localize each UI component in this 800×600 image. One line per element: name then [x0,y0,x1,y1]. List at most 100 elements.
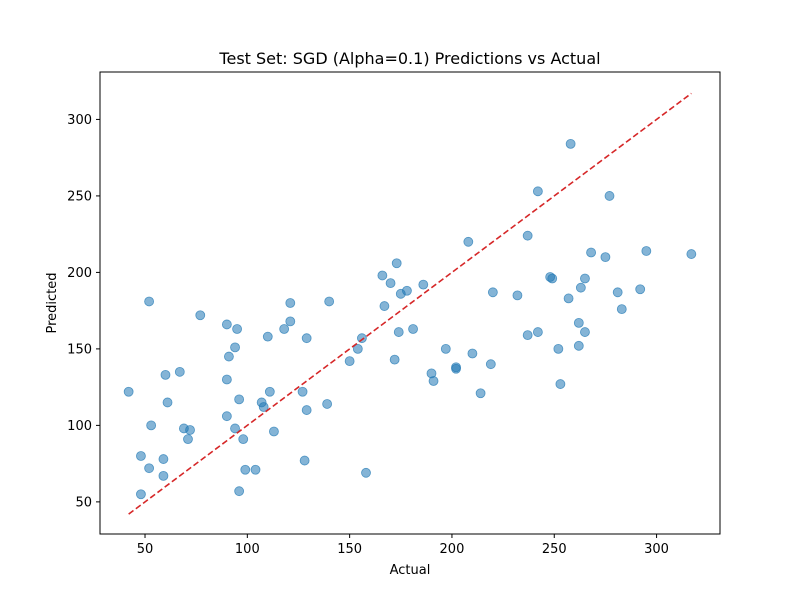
data-point [463,236,474,247]
data-point [195,310,206,321]
data-point [144,463,155,474]
data-point [221,374,232,385]
data-point [547,273,558,284]
data-point [612,287,623,298]
x-tick-label: 150 [337,542,362,557]
x-tick-label: 250 [542,542,567,557]
data-point [301,333,312,344]
y-tick-label: 250 [67,189,92,204]
data-point [183,434,193,445]
data-point [485,359,496,370]
y-tick-label: 50 [75,495,92,510]
data-point [258,402,269,412]
data-point [467,348,478,359]
data-point [136,489,146,500]
data-point [580,273,590,284]
data-point [158,454,169,464]
data-point [279,324,290,334]
data-point [475,388,486,399]
data-point [285,316,296,327]
data-point [162,397,173,408]
data-point [269,426,279,437]
data-point [553,343,564,354]
data-point [565,139,576,149]
data-point [174,366,185,377]
data-point [616,304,627,315]
y-axis-title: Predicted [45,272,60,333]
data-point [393,327,404,337]
data-point [391,258,402,269]
data-point [297,386,308,397]
data-point [352,343,363,354]
data-point [250,464,261,475]
points-layer [123,139,697,500]
data-point [635,284,646,295]
data-point [264,386,275,397]
data-point [146,420,157,431]
data-point [230,423,240,434]
data-point [232,324,242,334]
data-point [573,340,584,351]
data-point [389,354,400,365]
data-point [385,278,396,289]
y-axis: 50 100 150 200 250 300 [67,113,100,510]
data-point [230,342,240,353]
x-axis: 50 100 150 200 250 300 [137,534,669,557]
data-point [418,279,429,290]
data-point [344,356,355,367]
y-tick-label: 300 [67,113,92,128]
data-point [221,411,232,422]
y-tick-label: 200 [67,266,92,281]
data-point [144,296,155,307]
data-point [160,370,171,380]
data-point [224,351,234,362]
data-point [575,282,586,293]
data-point [580,327,590,337]
data-point [440,343,451,354]
data-point [487,287,498,298]
y-tick-label: 150 [67,342,92,357]
data-point [123,386,134,397]
data-point [522,230,533,241]
data-point [428,376,439,386]
data-point [285,298,296,308]
data-point [357,333,367,344]
data-point [301,405,312,415]
data-point [324,296,335,307]
data-point [402,285,412,296]
reference-line-layer [128,92,692,515]
data-point [555,379,566,389]
data-point [377,270,388,281]
data-point [158,470,169,481]
data-point [604,191,615,201]
data-point [522,330,533,341]
data-point [641,246,652,256]
data-point [379,301,390,311]
y-tick-label: 100 [67,419,92,434]
data-point [234,394,245,405]
data-point [451,362,461,373]
data-point [408,324,418,334]
reference-line [128,92,692,515]
data-point [185,425,195,435]
data-point [136,451,146,461]
data-point [322,399,333,409]
data-point [512,290,523,301]
data-point [586,247,596,258]
x-tick-label: 200 [440,542,465,557]
data-point [686,249,697,259]
data-point [563,293,574,304]
data-point [600,252,611,263]
data-point [262,331,273,342]
x-tick-label: 300 [644,542,669,557]
data-point [299,455,310,466]
plot-area-frame [99,71,721,535]
data-point [234,486,245,497]
x-axis-title: Actual [390,563,431,578]
data-point [532,327,543,337]
data-point [573,317,584,328]
data-point [238,434,249,445]
data-point [240,464,251,475]
data-point [532,186,543,197]
